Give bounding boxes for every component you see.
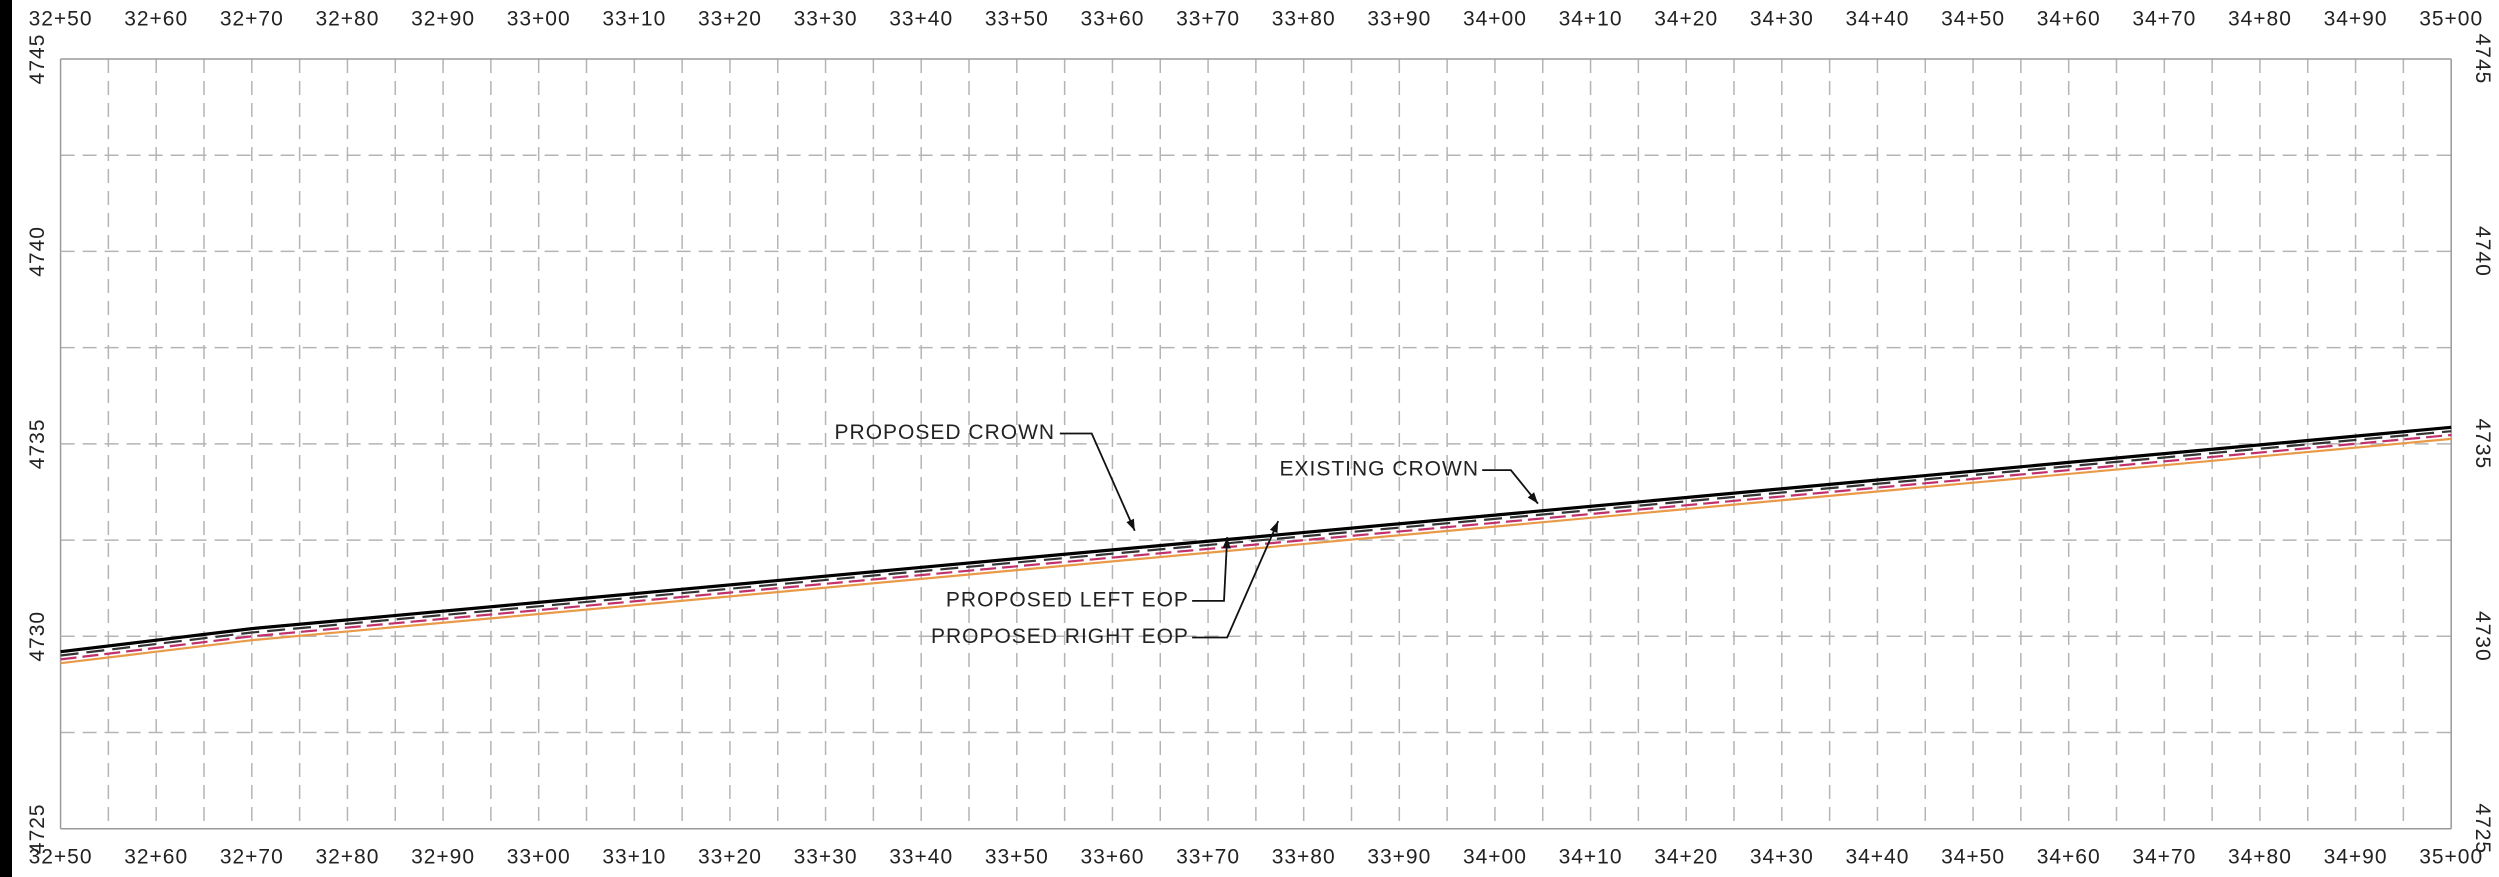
leader-arrow bbox=[1222, 537, 1231, 549]
y-tick-label-right: 4735 bbox=[2471, 419, 2494, 470]
x-tick-label-top: 34+60 bbox=[2037, 8, 2101, 31]
x-tick-label-bottom: 33+40 bbox=[889, 846, 953, 869]
x-tick-label-bottom: 34+90 bbox=[2324, 846, 2388, 869]
y-tick-label-right: 4745 bbox=[2471, 34, 2494, 85]
leader-arrow bbox=[1527, 492, 1538, 504]
x-tick-label-top: 34+50 bbox=[1941, 8, 2005, 31]
x-tick-label-top: 33+00 bbox=[507, 8, 571, 31]
leader-arrow bbox=[1269, 521, 1279, 534]
x-tick-label-bottom: 33+00 bbox=[507, 846, 571, 869]
leader-arrow bbox=[1126, 518, 1135, 531]
series-label: EXISTING CROWN bbox=[1279, 458, 1479, 481]
x-tick-label-top: 34+80 bbox=[2228, 8, 2292, 31]
x-tick-label-bottom: 34+40 bbox=[1845, 846, 1909, 869]
y-tick-label-left: 4735 bbox=[26, 419, 49, 470]
x-tick-label-top: 33+80 bbox=[1272, 8, 1336, 31]
profile-line bbox=[60, 437, 2452, 665]
x-tick-label-bottom: 35+00 bbox=[2419, 846, 2483, 869]
x-tick-label-top: 32+60 bbox=[124, 8, 188, 31]
x-tick-label-bottom: 34+30 bbox=[1750, 846, 1814, 869]
x-tick-label-bottom: 33+10 bbox=[602, 846, 666, 869]
y-tick-label-right: 4730 bbox=[2471, 611, 2494, 662]
series-label: PROPOSED RIGHT EOP bbox=[931, 625, 1189, 648]
x-tick-label-top: 35+00 bbox=[2419, 8, 2483, 31]
x-tick-label-bottom: 34+20 bbox=[1654, 846, 1718, 869]
y-tick-label-left: 4745 bbox=[26, 34, 49, 85]
x-tick-label-top: 32+80 bbox=[315, 8, 379, 31]
x-tick-label-bottom: 33+60 bbox=[1080, 846, 1144, 869]
x-tick-label-top: 34+70 bbox=[2132, 8, 2196, 31]
x-tick-label-top: 32+70 bbox=[220, 8, 284, 31]
x-tick-label-top: 34+20 bbox=[1654, 8, 1718, 31]
x-tick-label-bottom: 32+60 bbox=[124, 846, 188, 869]
x-tick-label-top: 33+30 bbox=[794, 8, 858, 31]
x-tick-label-top: 33+90 bbox=[1367, 8, 1431, 31]
profile-line bbox=[60, 425, 2452, 654]
x-tick-label-top: 34+40 bbox=[1845, 8, 1909, 31]
x-tick-label-bottom: 32+80 bbox=[315, 846, 379, 869]
x-tick-label-top: 33+10 bbox=[602, 8, 666, 31]
x-tick-label-bottom: 33+20 bbox=[698, 846, 762, 869]
x-tick-label-bottom: 33+70 bbox=[1176, 846, 1240, 869]
x-tick-label-top: 32+90 bbox=[411, 8, 475, 31]
x-tick-label-bottom: 33+80 bbox=[1272, 846, 1336, 869]
x-tick-label-top: 33+60 bbox=[1080, 8, 1144, 31]
series-label: PROPOSED CROWN bbox=[835, 421, 1056, 444]
x-tick-label-bottom: 32+50 bbox=[29, 846, 93, 869]
y-tick-label-right: 4725 bbox=[2471, 803, 2494, 854]
x-tick-label-top: 34+90 bbox=[2324, 8, 2388, 31]
y-tick-label-left: 4730 bbox=[26, 611, 49, 662]
x-tick-label-bottom: 34+80 bbox=[2228, 846, 2292, 869]
profile-line bbox=[60, 430, 2452, 657]
x-tick-label-bottom: 34+50 bbox=[1941, 846, 2005, 869]
x-tick-label-top: 34+30 bbox=[1750, 8, 1814, 31]
x-tick-label-top: 34+00 bbox=[1463, 8, 1527, 31]
x-tick-label-top: 33+40 bbox=[889, 8, 953, 31]
x-tick-label-bottom: 33+90 bbox=[1367, 846, 1431, 869]
leader-line bbox=[1482, 469, 1539, 505]
profile-line bbox=[60, 433, 2452, 661]
leader-line bbox=[1059, 432, 1136, 532]
x-tick-label-bottom: 32+90 bbox=[411, 846, 475, 869]
x-tick-label-bottom: 34+70 bbox=[2132, 846, 2196, 869]
y-tick-label-left: 4740 bbox=[26, 226, 49, 277]
y-tick-label-left: 4725 bbox=[26, 803, 49, 854]
leader-line bbox=[1192, 520, 1280, 639]
x-tick-label-top: 34+10 bbox=[1559, 8, 1623, 31]
x-tick-label-bottom: 32+70 bbox=[220, 846, 284, 869]
x-tick-label-bottom: 34+00 bbox=[1463, 846, 1527, 869]
x-tick-label-top: 33+50 bbox=[985, 8, 1049, 31]
x-tick-label-top: 33+20 bbox=[698, 8, 762, 31]
series-label: PROPOSED LEFT EOP bbox=[946, 588, 1189, 611]
x-tick-label-bottom: 34+10 bbox=[1559, 846, 1623, 869]
x-tick-label-bottom: 33+50 bbox=[985, 846, 1049, 869]
leader-line bbox=[1192, 537, 1229, 602]
x-tick-label-top: 32+50 bbox=[29, 8, 93, 31]
x-tick-label-top: 33+70 bbox=[1176, 8, 1240, 31]
left-border bbox=[0, 0, 12, 877]
y-tick-label-right: 4740 bbox=[2471, 226, 2494, 277]
x-tick-label-bottom: 34+60 bbox=[2037, 846, 2101, 869]
x-tick-label-bottom: 33+30 bbox=[794, 846, 858, 869]
